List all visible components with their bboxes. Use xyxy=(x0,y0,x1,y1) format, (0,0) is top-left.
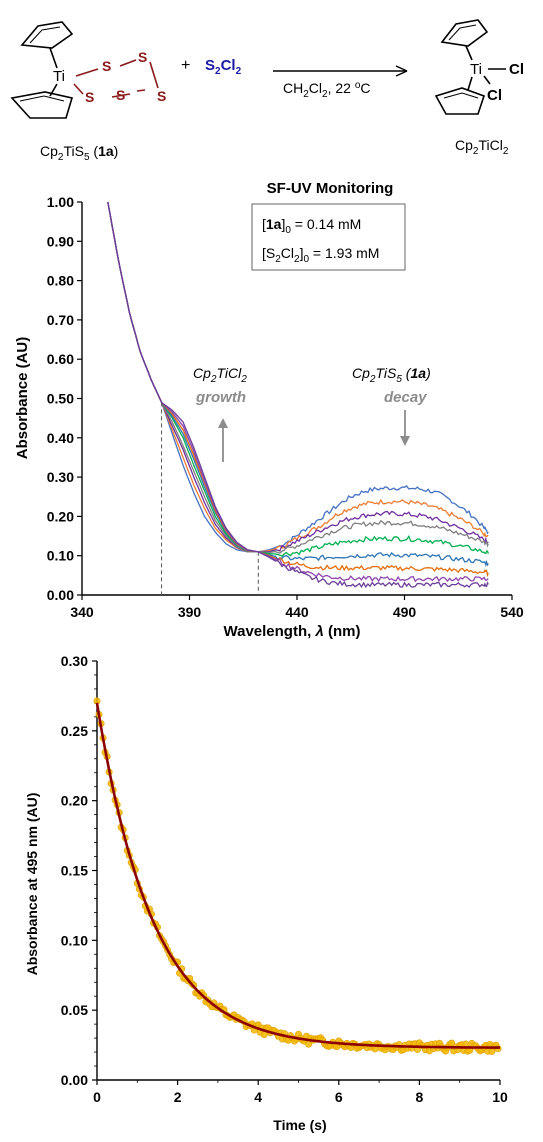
chart2-ylabel: Absorbance at 495 nm (AU) xyxy=(24,793,40,976)
isosbestic-dashed-lines xyxy=(161,402,259,595)
chart2-axes: 0.00 0.05 0.10 0.15 0.20 0.25 0.30 0 2 4 6 8 10 xyxy=(61,653,508,1105)
chart2-xtick-label: 0 xyxy=(93,1089,101,1105)
chart1-title: SF-UV Monitoring xyxy=(267,180,394,197)
chart1-axes: 0.00 0.10 0.20 0.30 0.40 0.50 0.60 0.70 0.80 0.90… xyxy=(47,194,524,620)
spectrum-series-6 xyxy=(107,201,489,568)
product-label: Cp2TiCl2 xyxy=(455,137,509,157)
ti-s-bond-2 xyxy=(73,83,84,95)
s-s-bond-4 xyxy=(136,89,146,92)
product-cp-ring-bottom-inner xyxy=(443,92,479,99)
decay-annotation: Cp2TiS5 (1a) decay xyxy=(352,365,431,446)
spectrum-series-5 xyxy=(107,201,489,558)
chart2-xtick-label: 10 xyxy=(492,1089,508,1105)
chart1-ytick-label: 0.60 xyxy=(47,351,74,367)
chart1-ytick-label: 0.40 xyxy=(47,430,74,446)
reaction-arrow xyxy=(273,65,408,77)
exponential-fit-line xyxy=(95,702,500,1049)
chart2-ytick-label: 0.30 xyxy=(61,653,88,669)
chart1-ytick-label: 0.80 xyxy=(47,273,74,289)
spectrum-series-4 xyxy=(107,201,489,554)
reaction-conditions: CH2Cl2, 22 oC xyxy=(283,80,371,100)
chart2-xtick-label: 8 xyxy=(416,1089,424,1105)
chart2-ytick-label: 0.25 xyxy=(61,723,88,739)
product-structure: Ti Cl Cl Cp2TiCl2 xyxy=(434,19,524,157)
chart2-xtick-label: 4 xyxy=(254,1089,262,1105)
ti-cl-bond-2 xyxy=(483,75,491,85)
chart2-ytick-label: 0.00 xyxy=(61,1072,88,1088)
cp-ring-bottom xyxy=(10,91,74,119)
ti-s-bond-1 xyxy=(75,68,99,77)
chart2-ytick-label: 0.05 xyxy=(61,1002,88,1018)
reagent-s2cl2: S2Cl2 xyxy=(205,57,242,77)
chart1-xtick-label: 440 xyxy=(285,604,309,620)
chart2-xtick-label: 2 xyxy=(174,1089,182,1105)
spectrum-series-1 xyxy=(107,201,489,553)
s-s-bond-2 xyxy=(149,61,159,89)
ti-atom-right: Ti xyxy=(470,61,482,78)
chart1-ylabel: Absorbance (AU) xyxy=(14,337,31,460)
reactant-structure: Ti S S S S S Cp2TiS5 (1a) xyxy=(10,21,166,163)
cp-ring-top-inner xyxy=(29,26,61,44)
s-atom-4: S xyxy=(116,87,125,103)
s-s-bond-3 xyxy=(111,93,131,98)
growth-species-label: Cp2TiCl2 xyxy=(193,365,247,385)
chart1-xtick-label: 390 xyxy=(178,604,202,620)
chart1-ytick-label: 0.70 xyxy=(47,312,74,328)
chart1-ytick-label: 0.50 xyxy=(47,391,74,407)
cl-atom-2: Cl xyxy=(487,87,502,104)
concentration-box: [1a]0 = 0.14 mM [S2Cl2]0 = 1.93 mM xyxy=(251,203,406,271)
cp-ti-bond-top xyxy=(49,47,58,69)
chart2-ytick-label: 0.20 xyxy=(61,793,88,809)
decay-species-label: Cp2TiS5 (1a) xyxy=(352,365,431,385)
chart2-ytick-label: 0.15 xyxy=(61,863,88,879)
chart1-ytick-label: 0.90 xyxy=(47,233,74,249)
decay-label: decay xyxy=(384,389,427,406)
chart1-xtick-label: 540 xyxy=(500,604,524,620)
product-cp-ring-top-inner xyxy=(448,24,477,41)
chart1-xlabel: Wavelength, λ (nm) xyxy=(224,623,361,640)
chart1-series xyxy=(107,201,489,589)
reactant-label: Cp2TiS5 (1a) xyxy=(40,143,118,163)
s-s-bond-1 xyxy=(119,59,137,67)
s-atom-2: S xyxy=(138,49,147,65)
cp-ring-top xyxy=(20,21,74,49)
growth-label: growth xyxy=(195,389,246,406)
growth-annotation: Cp2TiCl2 growth xyxy=(193,365,247,462)
s-atom-5: S xyxy=(157,88,166,104)
s-atom-3: S xyxy=(85,89,94,105)
chart1-ytick-label: 1.00 xyxy=(47,194,74,210)
spectrum-series-9 xyxy=(107,201,489,589)
product-cp-ring-top xyxy=(440,19,489,47)
growth-arrowhead xyxy=(218,418,228,428)
chart1-xtick-label: 340 xyxy=(70,604,94,620)
conc-box-line-2: [S2Cl2]0 = 1.93 mM xyxy=(262,245,379,265)
chart1-xtick-label: 490 xyxy=(393,604,417,620)
decay-arrowhead xyxy=(400,436,410,446)
chart2-data-points xyxy=(93,697,502,1055)
cp-ring-bottom-inner xyxy=(19,95,65,102)
chart1-ytick-label: 0.00 xyxy=(47,587,74,603)
chart1-ytick-label: 0.10 xyxy=(47,548,74,564)
chart2-xtick-label: 6 xyxy=(335,1089,343,1105)
kinetic-trace-chart: 0.00 0.05 0.10 0.15 0.20 0.25 0.30 0 2 4 6 8 10 Time… xyxy=(24,653,508,1133)
product-cp-ti-bond-bottom xyxy=(467,76,473,91)
product-cp-ti-bond-top xyxy=(465,45,473,61)
chart1-ytick-label: 0.20 xyxy=(47,508,74,524)
ti-atom-left: Ti xyxy=(53,68,65,85)
cl-atom-1: Cl xyxy=(509,61,524,78)
chart1-ytick-label: 0.30 xyxy=(47,469,74,485)
plus-sign: + xyxy=(181,57,190,74)
chart2-ytick-label: 0.10 xyxy=(61,932,88,948)
reaction-scheme: Ti S S S S S Cp2TiS5 (1a) + S2Cl2 CH2Cl2… xyxy=(10,19,524,163)
chart2-xlabel: Time (s) xyxy=(273,1117,326,1133)
uv-spectra-chart: SF-UV Monitoring 0.00 0.10 0.20 0.30 0.40 0.5… xyxy=(14,180,524,640)
product-cp-ring-bottom xyxy=(434,87,486,115)
s-atom-1: S xyxy=(102,58,111,74)
spectrum-series-3 xyxy=(107,201,489,553)
spectrum-series-7 xyxy=(107,201,489,578)
